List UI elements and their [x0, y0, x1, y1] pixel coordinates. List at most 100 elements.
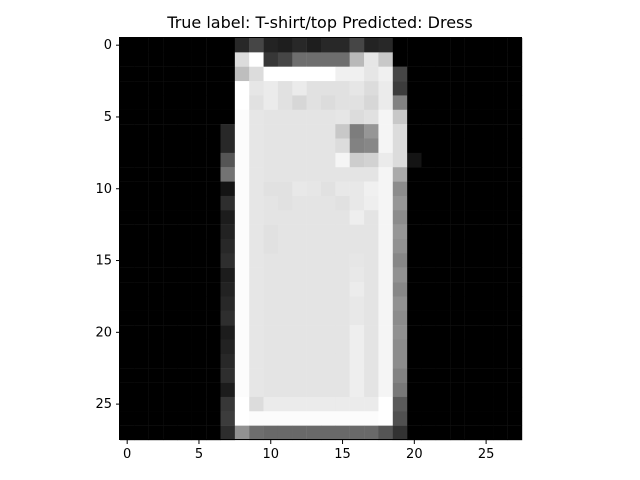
image-pixel [234, 152, 250, 168]
image-pixel [493, 368, 508, 383]
image-pixel [407, 52, 422, 67]
image-pixel [148, 267, 164, 283]
image-pixel [120, 310, 135, 326]
image-pixel [306, 353, 322, 369]
image-pixel [464, 38, 480, 53]
image-pixel [191, 353, 207, 369]
image-pixel [493, 267, 508, 283]
image-pixel [277, 224, 293, 240]
image-pixel [120, 52, 135, 67]
image-pixel [191, 124, 207, 139]
image-pixel [292, 296, 307, 311]
image-pixel [148, 109, 164, 125]
image-pixel [249, 425, 264, 441]
image-pixel [277, 52, 293, 67]
image-pixel [392, 368, 408, 383]
image-pixel [392, 396, 408, 412]
x-tick-label: 10 [262, 447, 279, 462]
image-pixel [421, 396, 437, 412]
image-pixel [134, 296, 149, 311]
image-pixel [407, 167, 422, 182]
image-pixel [392, 181, 408, 197]
image-pixel [148, 253, 164, 268]
image-pixel [507, 167, 523, 182]
image-pixel [292, 124, 307, 139]
image-pixel [507, 52, 523, 67]
image-pixel [306, 195, 322, 211]
image-pixel [450, 195, 465, 211]
image-pixel [421, 310, 437, 326]
image-pixel [220, 38, 236, 53]
image-pixel [493, 396, 508, 412]
image-pixel [450, 52, 465, 67]
image-pixel [349, 353, 365, 369]
image-pixel [120, 181, 135, 197]
image-pixel [206, 411, 221, 426]
image-pixel [220, 109, 236, 125]
image-pixel [306, 325, 322, 340]
image-pixel [292, 195, 307, 211]
image-pixel [349, 396, 365, 412]
image-pixel [464, 52, 480, 67]
image-pixel [407, 224, 422, 240]
image-pixel [234, 224, 250, 240]
image-pixel [163, 296, 178, 311]
image-pixel [163, 425, 178, 441]
image-pixel [507, 138, 523, 154]
image-pixel [306, 38, 322, 53]
image-pixel [392, 253, 408, 268]
x-tick-label: 25 [478, 447, 495, 462]
image-pixel [507, 339, 523, 355]
image-pixel [191, 296, 207, 311]
image-pixel [335, 210, 350, 225]
image-pixel [321, 368, 336, 383]
image-pixel [421, 282, 437, 297]
image-pixel [349, 253, 365, 268]
image-pixel [349, 138, 365, 154]
image-pixel [177, 95, 192, 110]
image-pixel [407, 124, 422, 139]
image-pixel [234, 253, 250, 268]
image-pixel [292, 210, 307, 225]
image-pixel [392, 124, 408, 139]
image-pixel [407, 195, 422, 211]
image-pixel [478, 368, 494, 383]
image-pixel [435, 66, 451, 82]
image-pixel [335, 66, 350, 82]
image-pixel [277, 152, 293, 168]
image-pixel [306, 253, 322, 268]
image-pixel [378, 282, 393, 297]
image-pixel [234, 81, 250, 96]
image-pixel [263, 81, 279, 96]
image-pixel [191, 38, 207, 53]
image-pixel [234, 52, 250, 67]
image-pixel [507, 382, 523, 398]
image-pixel [364, 210, 379, 225]
image-pixel [507, 296, 523, 311]
image-pixel [220, 411, 236, 426]
image-pixel [349, 296, 365, 311]
image-pixel [163, 253, 178, 268]
image-pixel [306, 66, 322, 82]
image-pixel [507, 267, 523, 283]
image-pixel [263, 124, 279, 139]
image-pixel [220, 253, 236, 268]
image-pixel [321, 382, 336, 398]
image-pixel [364, 38, 379, 53]
image-pixel [349, 66, 365, 82]
image-pixel [493, 138, 508, 154]
image-pixel [249, 181, 264, 197]
image-pixel [163, 195, 178, 211]
image-pixel [177, 52, 192, 67]
image-pixel [249, 282, 264, 297]
figure-title: True label: T-shirt/top Predicted: Dress [166, 13, 472, 32]
image-pixel [421, 124, 437, 139]
image-pixel [206, 95, 221, 110]
image-pixel [148, 239, 164, 254]
image-pixel [349, 325, 365, 340]
image-pixel [206, 81, 221, 96]
image-pixel [263, 325, 279, 340]
image-pixel [120, 109, 135, 125]
image-pixel [493, 296, 508, 311]
image-pixel [450, 282, 465, 297]
